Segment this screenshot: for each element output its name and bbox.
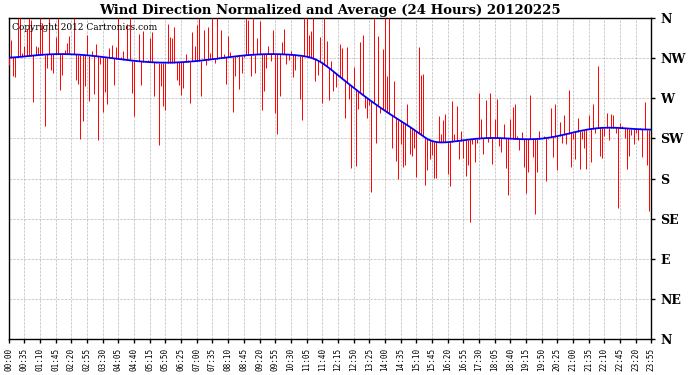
Title: Wind Direction Normalized and Average (24 Hours) 20120225: Wind Direction Normalized and Average (2… bbox=[99, 4, 561, 17]
Text: Copyright 2012 Cartronics.com: Copyright 2012 Cartronics.com bbox=[12, 23, 157, 32]
